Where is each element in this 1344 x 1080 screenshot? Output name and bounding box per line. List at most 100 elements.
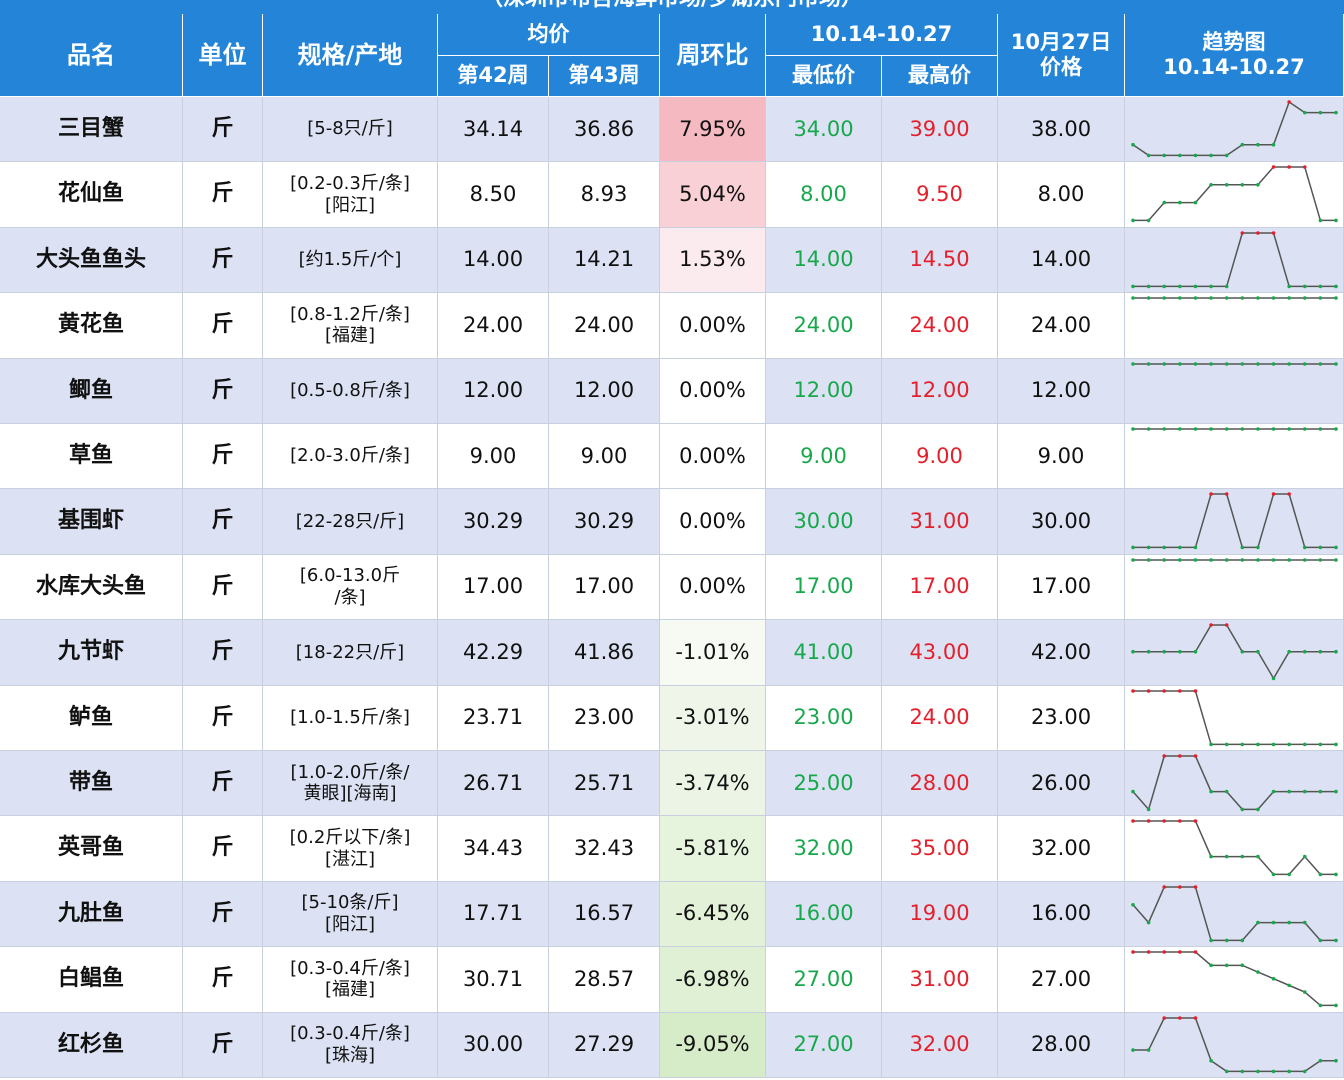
trend-point [1224, 557, 1228, 562]
trend-point [1286, 492, 1291, 497]
trend-line [1132, 1016, 1336, 1072]
cell-text: 17.71 [462, 901, 524, 926]
cell-text: 8.00 [800, 181, 847, 206]
cell-text: 23.00 [793, 705, 854, 730]
trend-point [1271, 789, 1275, 794]
header-range: 10.14-10.27 [766, 14, 998, 56]
cell-text: 鲈鱼 [68, 704, 113, 730]
row-trend [1125, 685, 1344, 751]
trend-point [1255, 230, 1260, 235]
row-high: 24.00 [882, 685, 998, 751]
cell-text: 斤 [211, 770, 234, 795]
trend-point [1224, 492, 1228, 497]
trend-point [1208, 938, 1213, 942]
trend-point [1208, 153, 1213, 158]
trend-point [1271, 296, 1275, 300]
row-w43: 14.21 [549, 227, 660, 294]
row-high: 9.00 [882, 424, 998, 490]
sparkline [1130, 557, 1338, 562]
trend-point [1286, 650, 1291, 654]
cell-text: [0.3-0.4斤/条] [290, 1023, 410, 1045]
row-w42: 23.71 [438, 685, 549, 751]
trend-point [1286, 361, 1291, 366]
trend-point [1208, 284, 1213, 288]
row-change: 1.53% [660, 227, 766, 294]
trend-point [1302, 855, 1307, 859]
cell-text: 单位 [198, 40, 247, 69]
cell-text: 14.50 [909, 247, 970, 272]
trend-point [1255, 296, 1260, 300]
row-spec: [22-28只/斤] [263, 489, 438, 555]
trend-point [1208, 1058, 1213, 1063]
trend-point [1177, 361, 1182, 366]
row-unit: 斤 [183, 358, 263, 424]
cell-text: 9.00 [580, 443, 628, 468]
row-change: 0.00% [660, 554, 766, 621]
trend-point [1177, 884, 1182, 889]
trend-point [1271, 872, 1275, 877]
trend-point [1255, 1069, 1260, 1073]
row-w43: 17.00 [549, 554, 660, 621]
trend-point [1224, 855, 1228, 859]
cell-text: 24.00 [793, 312, 854, 337]
trend-point [1208, 963, 1213, 968]
cell-text: 斤 [211, 377, 234, 403]
cell-text: 最高价 [908, 63, 971, 88]
trend-point [1240, 1069, 1244, 1073]
cell-text: /条] [334, 586, 366, 608]
cell-text: [湛江] [324, 848, 376, 870]
cell-text: 32.00 [1030, 835, 1092, 860]
cell-text: 36.86 [573, 116, 635, 141]
cell-text: -3.01% [675, 705, 750, 730]
row-spec: [0.3-0.4斤/条] [珠海] [263, 1012, 438, 1078]
row-w42: 30.00 [438, 1012, 549, 1078]
trend-point [1193, 754, 1197, 758]
row-name: 鲫鱼 [0, 358, 183, 424]
trend-point [1318, 284, 1322, 288]
row-name: 红杉鱼 [0, 1012, 183, 1078]
sparkline [1130, 100, 1338, 158]
row-high: 24.00 [882, 293, 998, 359]
row-w43: 25.71 [549, 751, 660, 817]
row-unit: 斤 [183, 162, 263, 228]
trend-point [1224, 183, 1228, 187]
row-name: 水库大头鱼 [0, 554, 183, 621]
trend-point [1255, 361, 1260, 366]
trend-point [1271, 920, 1275, 925]
trend-point [1286, 1069, 1291, 1073]
cell-text: 30.71 [462, 966, 524, 991]
row-name: 三目蟹 [0, 97, 183, 163]
trend-point [1161, 361, 1166, 366]
trend-point [1302, 557, 1307, 562]
trend-point [1318, 110, 1322, 115]
cell-text: 9.00 [469, 443, 517, 468]
trend-point [1255, 183, 1260, 187]
trend-point [1177, 284, 1182, 288]
row-low: 16.00 [766, 881, 882, 948]
trend-point [1177, 819, 1182, 824]
cell-text: 斤 [211, 704, 234, 730]
row-low: 14.00 [766, 227, 882, 294]
cell-text: 鲫鱼 [68, 377, 113, 403]
cell-text: 9.50 [916, 181, 963, 206]
trend-point [1177, 153, 1182, 158]
cell-text: 17.00 [462, 574, 524, 599]
row-price: 28.00 [998, 1012, 1125, 1078]
cell-text: -6.98% [675, 966, 750, 991]
cell-text: 草鱼 [68, 443, 113, 468]
trend-point [1240, 142, 1244, 147]
cell-text: 10月27日 [1010, 29, 1112, 54]
sparkline [1130, 427, 1338, 431]
trend-point [1318, 742, 1322, 746]
trend-point [1130, 902, 1135, 907]
row-trend [1125, 489, 1344, 555]
cell-text: 0.00% [679, 378, 746, 403]
row-high: 32.00 [882, 1012, 998, 1078]
row-w43: 32.43 [549, 816, 660, 882]
trend-point [1208, 361, 1213, 366]
row-name: 白鲳鱼 [0, 947, 183, 1013]
cell-text: 周环比 [676, 40, 749, 69]
row-name: 九肚鱼 [0, 881, 183, 948]
cell-text: 30.29 [573, 508, 635, 533]
cell-text: 黄花鱼 [57, 312, 124, 338]
